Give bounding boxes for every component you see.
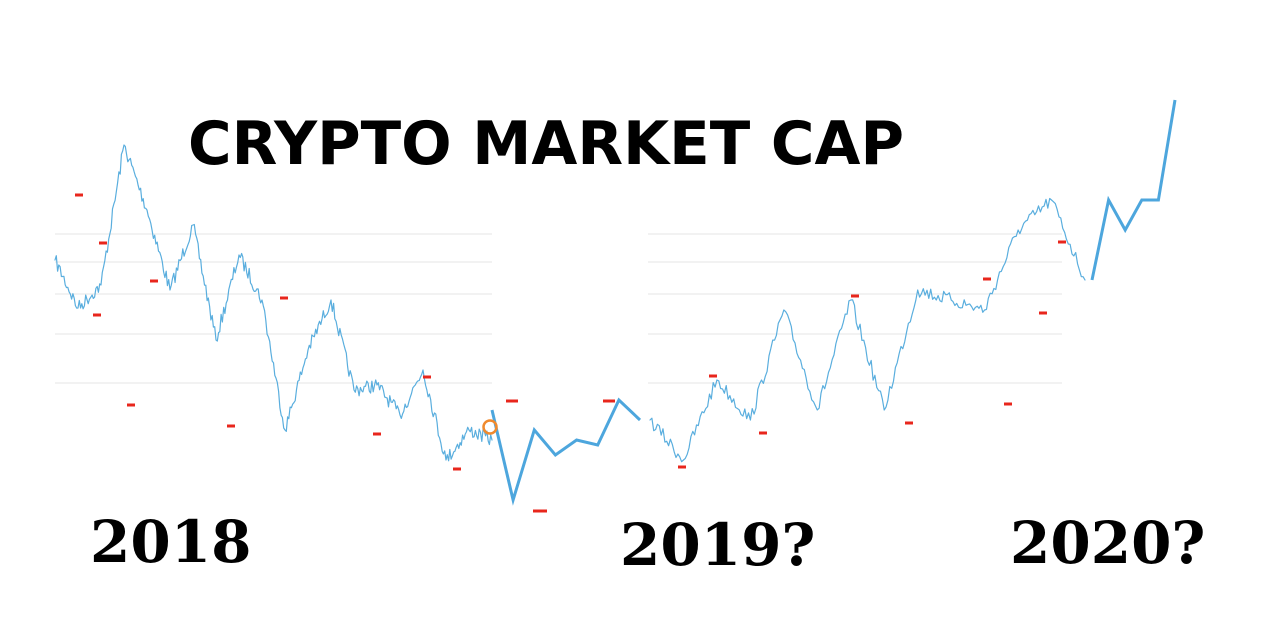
peak-marker (506, 399, 518, 403)
trough-marker (127, 403, 135, 407)
peak-marker (280, 296, 288, 300)
series-line-2 (490, 397, 642, 506)
trough-marker (373, 432, 381, 436)
series-line-3 (649, 197, 1086, 463)
series-line-4 (1090, 99, 1177, 281)
peak-marker (709, 374, 717, 378)
chart-series (54, 99, 1177, 506)
peak-marker (851, 294, 859, 298)
peak-marker (1058, 240, 1066, 244)
trough-marker (1039, 311, 1047, 315)
trough-marker (905, 421, 913, 425)
trough-marker (453, 467, 461, 471)
period-label-2020: 2020? (1010, 509, 1205, 577)
trough-marker (93, 313, 101, 317)
trough-marker (533, 509, 547, 513)
period-labels: 2018 2019? 2020? (90, 508, 1205, 579)
period-label-2018: 2018 (90, 508, 251, 576)
peak-marker (150, 279, 158, 283)
peak-marker (423, 375, 431, 379)
current-point-marker (482, 419, 498, 435)
trough-marker (759, 431, 767, 435)
chart-extrema-markers (75, 193, 1066, 513)
trough-marker (227, 424, 235, 428)
series-line-1 (54, 144, 493, 462)
trough-marker (678, 465, 686, 469)
chart-gridlines (55, 233, 1062, 384)
peak-marker (99, 241, 107, 245)
peak-marker (983, 277, 991, 281)
chart-title: CRYPTO MARKET CAP (188, 109, 904, 179)
trough-marker (1004, 402, 1012, 406)
peak-marker (603, 399, 615, 403)
period-label-2019: 2019? (620, 511, 815, 579)
peak-marker (75, 193, 83, 197)
